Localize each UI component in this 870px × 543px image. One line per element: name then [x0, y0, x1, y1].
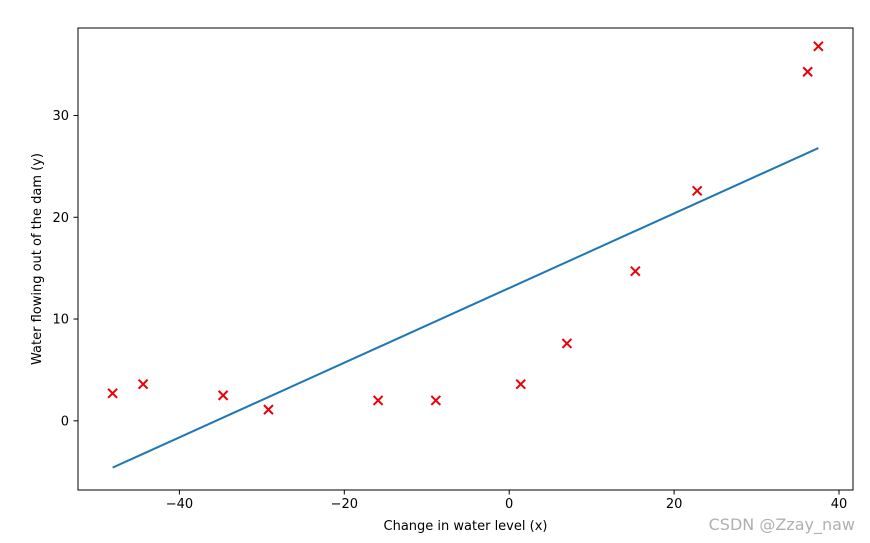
scatter-marker-stroke — [107, 388, 118, 399]
y-tick-label: 30 — [52, 109, 69, 124]
scatter-marker-stroke — [691, 185, 703, 197]
y-axis-label: Water flowing out of the dam (y) — [30, 153, 45, 365]
scatter-marker-stroke — [263, 404, 274, 415]
x-tick-label: 0 — [505, 497, 513, 512]
x-tick-label: 40 — [831, 497, 848, 512]
y-tick-label: 0 — [61, 414, 69, 429]
x-tick-label: 20 — [666, 497, 683, 512]
scatter-point — [372, 395, 384, 406]
watermark-text: CSDN @Zzay_naw — [709, 515, 855, 535]
plot-frame — [77, 27, 854, 491]
scatter-point — [430, 395, 442, 406]
y-tick-label: 10 — [52, 313, 69, 328]
scatter-marker-stroke — [630, 266, 641, 277]
x-tick-label: −40 — [166, 497, 193, 512]
scatter-marker-stroke — [813, 41, 824, 52]
scatter-point — [691, 185, 703, 197]
scatter-point — [515, 378, 526, 390]
scatter-marker-stroke — [372, 395, 384, 406]
scatter-point — [263, 404, 274, 415]
x-tick-label: −20 — [331, 497, 358, 512]
scatter-point — [561, 338, 573, 349]
scatter-marker-stroke — [217, 390, 229, 401]
y-tick-label: 20 — [52, 211, 69, 226]
scatter-point — [137, 378, 149, 390]
scatter-marker-stroke — [430, 395, 442, 406]
scatter-point — [802, 66, 813, 77]
scatter-marker-stroke — [515, 378, 526, 390]
scatter-marker-stroke — [802, 66, 813, 77]
scatter-marker-stroke — [561, 338, 573, 349]
scatter-point — [217, 390, 229, 401]
scatter-point — [630, 266, 641, 277]
x-axis-label: Change in water level (x) — [384, 519, 548, 534]
plot-area: −40 −20 0 20 40 0 10 20 30 — [52, 27, 854, 512]
fit-line — [112, 147, 819, 469]
scatter-point — [107, 388, 118, 399]
scatter-point — [813, 41, 824, 52]
scatter-marker-stroke — [137, 378, 149, 390]
